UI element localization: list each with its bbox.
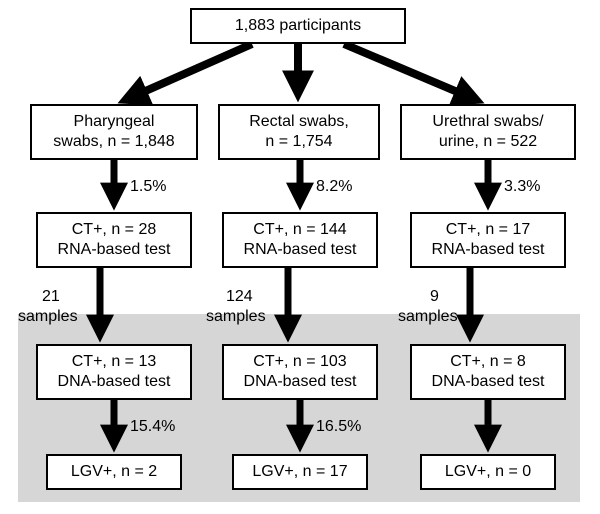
label-ph-samp-a: 21 — [42, 288, 60, 306]
node-ur-lgv-text: LGV+, n = 0 — [445, 462, 531, 482]
node-root-text: 1,883 participants — [235, 16, 361, 36]
node-re-rna: CT+, n = 144RNA-based test — [222, 212, 378, 268]
node-ph-lgv-text: LGV+, n = 2 — [71, 462, 157, 482]
node-root: 1,883 participants — [190, 8, 406, 44]
label-ph-pct2: 15.4% — [130, 418, 175, 436]
node-ph-swab-text: Pharyngealswabs, n = 1,848 — [53, 112, 174, 152]
label-re-pct1: 8.2% — [316, 178, 352, 196]
node-ur-swab-text: Urethral swabs/urine, n = 522 — [432, 112, 543, 152]
node-ur-rna: CT+, n = 17RNA-based test — [410, 212, 566, 268]
label-re-samp-a: 124 — [226, 288, 253, 306]
node-re-swab-text: Rectal swabs,n = 1,754 — [249, 112, 349, 152]
label-re-samp-b: samples — [206, 308, 266, 326]
node-re-dna: CT+, n = 103DNA-based test — [222, 344, 378, 400]
node-re-lgv-text: LGV+, n = 17 — [252, 462, 347, 482]
node-ph-rna-text: CT+, n = 28RNA-based test — [58, 220, 171, 260]
label-ph-pct1: 1.5% — [130, 178, 166, 196]
node-ur-rna-text: CT+, n = 17RNA-based test — [432, 220, 545, 260]
node-ph-swab: Pharyngealswabs, n = 1,848 — [30, 104, 198, 160]
node-ur-dna: CT+, n = 8DNA-based test — [410, 344, 566, 400]
node-ph-rna: CT+, n = 28RNA-based test — [36, 212, 192, 268]
node-ur-lgv: LGV+, n = 0 — [420, 454, 556, 490]
node-ph-dna: CT+, n = 13DNA-based test — [36, 344, 192, 400]
node-ur-swab: Urethral swabs/urine, n = 522 — [400, 104, 576, 160]
node-re-dna-text: CT+, n = 103DNA-based test — [244, 352, 357, 392]
node-ph-dna-text: CT+, n = 13DNA-based test — [58, 352, 171, 392]
node-re-lgv: LGV+, n = 17 — [232, 454, 368, 490]
label-re-pct2: 16.5% — [316, 418, 361, 436]
node-re-rna-text: CT+, n = 144RNA-based test — [244, 220, 357, 260]
label-ur-samp-b: samples — [398, 308, 458, 326]
label-ur-samp-a: 9 — [430, 288, 439, 306]
node-ph-lgv: LGV+, n = 2 — [46, 454, 182, 490]
node-re-swab: Rectal swabs,n = 1,754 — [218, 104, 380, 160]
flowchart-stage: 1,883 participants Pharyngealswabs, n = … — [0, 0, 600, 514]
node-ur-dna-text: CT+, n = 8DNA-based test — [432, 352, 545, 392]
label-ph-samp-b: samples — [18, 308, 78, 326]
label-ur-pct1: 3.3% — [504, 178, 540, 196]
